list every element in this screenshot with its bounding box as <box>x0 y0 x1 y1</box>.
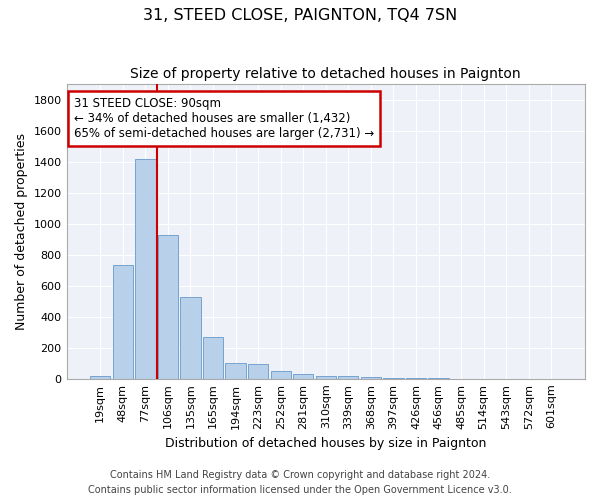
Text: Contains HM Land Registry data © Crown copyright and database right 2024.: Contains HM Land Registry data © Crown c… <box>110 470 490 480</box>
Text: 31, STEED CLOSE, PAIGNTON, TQ4 7SN: 31, STEED CLOSE, PAIGNTON, TQ4 7SN <box>143 8 457 22</box>
Bar <box>90 376 110 379</box>
Bar <box>226 362 246 379</box>
Bar <box>181 296 200 379</box>
Text: 31 STEED CLOSE: 90sqm
← 34% of detached houses are smaller (1,432)
65% of semi-d: 31 STEED CLOSE: 90sqm ← 34% of detached … <box>74 98 374 140</box>
Y-axis label: Number of detached properties: Number of detached properties <box>15 133 28 330</box>
Bar <box>203 337 223 379</box>
Bar <box>293 374 313 379</box>
Title: Size of property relative to detached houses in Paignton: Size of property relative to detached ho… <box>130 68 521 82</box>
Bar <box>158 234 178 379</box>
Text: Contains public sector information licensed under the Open Government Licence v3: Contains public sector information licen… <box>88 485 512 495</box>
Bar <box>338 376 358 379</box>
Bar <box>113 265 133 379</box>
X-axis label: Distribution of detached houses by size in Paignton: Distribution of detached houses by size … <box>165 437 487 450</box>
Bar <box>135 158 155 379</box>
Bar <box>361 378 381 379</box>
Bar <box>316 376 336 379</box>
Bar <box>383 378 404 379</box>
Bar <box>271 371 291 379</box>
Bar <box>248 364 268 379</box>
